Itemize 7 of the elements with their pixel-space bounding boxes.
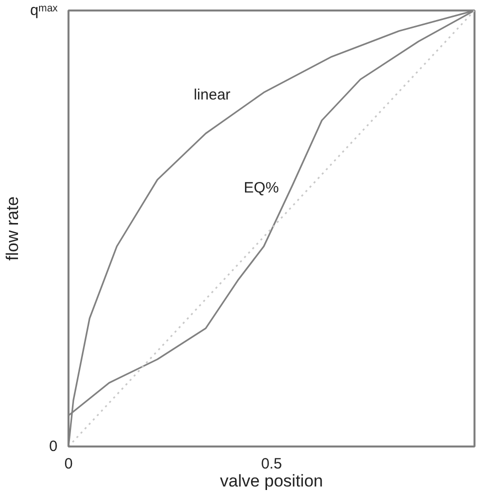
text: 0 [49,438,58,455]
text: qᵐᵃˣ [30,2,58,19]
x-tick-label: 0.5 [261,456,282,472]
series-label: EQ% [244,179,279,196]
series-label: linear [194,86,230,104]
y-axis-title: flow rate [3,196,22,261]
x-axis-title: valve position [220,472,324,490]
